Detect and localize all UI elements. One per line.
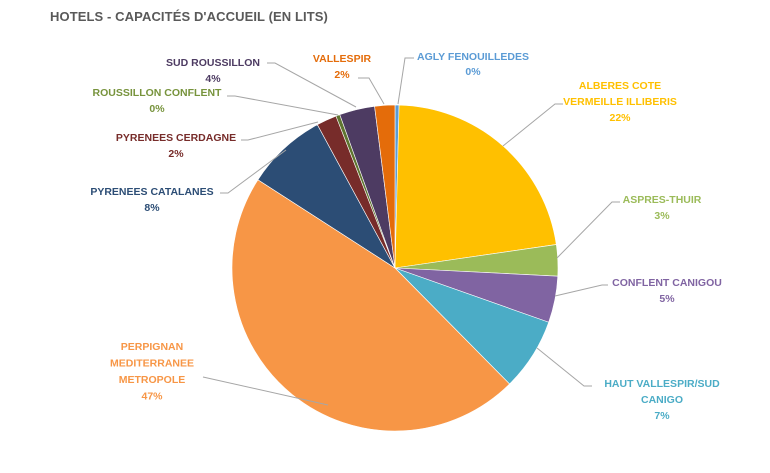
pie-slice — [231, 179, 510, 432]
data-label-name: CANIGO — [641, 394, 683, 406]
leader-line — [502, 103, 563, 147]
data-label-percent: 3% — [654, 210, 670, 222]
leader-line — [227, 95, 339, 116]
data-label-percent: 0% — [465, 66, 481, 78]
data-label-name: METROPOLE — [119, 374, 186, 386]
leader-line — [554, 284, 608, 297]
leader-line — [536, 347, 592, 387]
leader-line — [267, 62, 357, 108]
leader-line — [220, 149, 287, 194]
data-label-name: CONFLENT CANIGOU — [612, 277, 722, 289]
pie-slice — [394, 104, 557, 269]
data-label-percent: 5% — [659, 293, 675, 305]
data-label-name: AGLY FENOUILLEDES — [417, 51, 529, 63]
data-label-percent: 2% — [168, 148, 184, 160]
data-label-percent: 47% — [141, 391, 163, 403]
data-label-name: VERMEILLE ILLIBERIS — [563, 96, 677, 108]
data-label-percent: 22% — [609, 112, 631, 124]
data-label-name: MEDITERRANEE — [110, 358, 194, 370]
data-label-name: PYRENEES CERDAGNE — [116, 132, 236, 144]
data-label-name: ROUSSILLON CONFLENT — [93, 87, 222, 99]
leader-line — [397, 57, 414, 105]
pie-slice — [374, 104, 396, 269]
leader-line — [241, 121, 319, 141]
data-label-name: HAUT VALLESPIR/SUD — [604, 378, 720, 390]
data-label-name: SUD ROUSSILLON — [166, 57, 260, 69]
data-label-percent: 0% — [149, 103, 165, 115]
data-label-name: ALBERES COTE — [579, 80, 661, 92]
data-label-name: ASPRES-THUIR — [623, 194, 702, 206]
leader-line — [202, 376, 329, 406]
data-label-name: PYRENEES CATALANES — [90, 186, 213, 198]
data-label-percent: 2% — [334, 69, 350, 81]
data-label-percent: 8% — [144, 202, 160, 214]
data-label-percent: 4% — [205, 73, 221, 85]
data-label-name: PERPIGNAN — [121, 341, 183, 353]
leader-line — [358, 77, 385, 105]
data-label-name: VALLESPIR — [313, 53, 372, 65]
chart-title: HOTELS - CAPACITÉS D'ACCUEIL (EN LITS) — [50, 9, 328, 24]
data-label-percent: 7% — [654, 410, 670, 422]
leader-line — [556, 201, 620, 259]
